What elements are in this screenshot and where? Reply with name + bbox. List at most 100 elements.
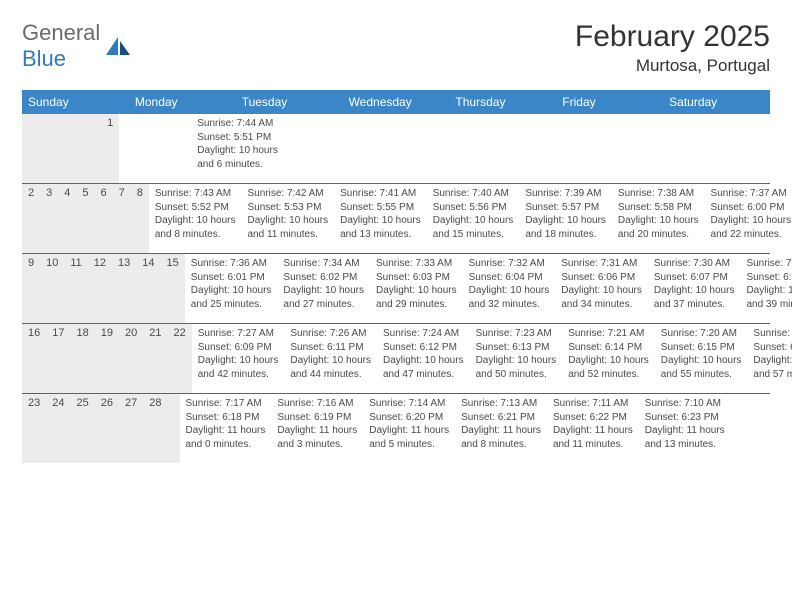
day-cell: Sunrise: 7:34 AMSunset: 6:02 PMDaylight:…	[277, 254, 370, 323]
weekday-sat: Saturday	[663, 90, 770, 114]
sunrise-text: Sunrise: 7:38 AM	[618, 187, 699, 201]
day-cell: Sunrise: 7:37 AMSunset: 6:00 PMDaylight:…	[705, 184, 792, 253]
sunset-text: Sunset: 5:51 PM	[197, 131, 278, 145]
daylight-line2: and 20 minutes.	[618, 228, 699, 242]
sunset-text: Sunset: 6:14 PM	[568, 341, 649, 355]
sunset-text: Sunset: 6:07 PM	[654, 271, 735, 285]
day-number: 19	[95, 324, 119, 393]
sunrise-text: Sunrise: 7:14 AM	[369, 397, 449, 411]
day-number: 7	[113, 184, 131, 253]
sunset-text: Sunset: 6:23 PM	[645, 411, 725, 425]
daynum-row: 1	[22, 114, 119, 183]
day-number: 14	[136, 254, 160, 323]
weekday-thu: Thursday	[449, 90, 556, 114]
daylight-line2: and 44 minutes.	[290, 368, 371, 382]
day-number: 5	[76, 184, 94, 253]
sunset-text: Sunset: 6:03 PM	[376, 271, 457, 285]
week-row: 1 Sunrise: 7:44 AMSunset: 5:51 PMDaylight…	[22, 114, 770, 183]
day-number: 11	[64, 254, 87, 323]
day-cell: Sunrise: 7:36 AMSunset: 6:01 PMDaylight:…	[185, 254, 278, 323]
sunset-text: Sunset: 6:06 PM	[561, 271, 642, 285]
sunrise-text: Sunrise: 7:23 AM	[476, 327, 557, 341]
daylight-line2: and 34 minutes.	[561, 298, 642, 312]
day-cell: Sunrise: 7:27 AMSunset: 6:09 PMDaylight:…	[192, 324, 285, 393]
sunset-text: Sunset: 6:11 PM	[290, 341, 371, 355]
day-cell: Sunrise: 7:28 AMSunset: 6:08 PMDaylight:…	[740, 254, 792, 323]
brand-logo: General Blue	[22, 20, 134, 72]
weekday-tue: Tuesday	[236, 90, 343, 114]
day-cell: Sunrise: 7:32 AMSunset: 6:04 PMDaylight:…	[463, 254, 556, 323]
daylight-line2: and 27 minutes.	[283, 298, 364, 312]
sunset-text: Sunset: 6:13 PM	[476, 341, 557, 355]
weekday-sun: Sunday	[22, 90, 129, 114]
calendar-page: General Blue February 2025 Murtosa, Port…	[0, 0, 792, 483]
day-cell: Sunrise: 7:42 AMSunset: 5:53 PMDaylight:…	[241, 184, 334, 253]
daynum-row: 232425262728	[22, 394, 180, 463]
brand-line1: General	[22, 20, 100, 45]
sunrise-text: Sunrise: 7:36 AM	[191, 257, 272, 271]
sunset-text: Sunset: 6:08 PM	[746, 271, 792, 285]
daylight-line1: Daylight: 10 hours	[525, 214, 606, 228]
sunrise-text: Sunrise: 7:28 AM	[746, 257, 792, 271]
daylight-line1: Daylight: 11 hours	[277, 424, 357, 438]
daylight-line2: and 3 minutes.	[277, 438, 357, 452]
daylight-line2: and 13 minutes.	[340, 228, 421, 242]
sunrise-text: Sunrise: 7:31 AM	[561, 257, 642, 271]
sunset-text: Sunset: 6:21 PM	[461, 411, 541, 425]
sunrise-text: Sunrise: 7:34 AM	[283, 257, 364, 271]
day-number: 18	[71, 324, 95, 393]
sunset-text: Sunset: 6:15 PM	[661, 341, 742, 355]
daylight-line1: Daylight: 10 hours	[469, 284, 550, 298]
day-cell: Sunrise: 7:14 AMSunset: 6:20 PMDaylight:…	[363, 394, 455, 463]
daylight-line2: and 37 minutes.	[654, 298, 735, 312]
sunrise-text: Sunrise: 7:27 AM	[198, 327, 279, 341]
week-row: 2345678Sunrise: 7:43 AMSunset: 5:52 PMDa…	[22, 183, 770, 253]
content-row: Sunrise: 7:43 AMSunset: 5:52 PMDaylight:…	[149, 184, 792, 253]
day-number: 16	[22, 324, 46, 393]
day-number: 23	[22, 394, 46, 463]
day-cell: Sunrise: 7:24 AMSunset: 6:12 PMDaylight:…	[377, 324, 470, 393]
daylight-line2: and 15 minutes.	[433, 228, 514, 242]
day-number: 27	[119, 394, 143, 463]
sunrise-text: Sunrise: 7:24 AM	[383, 327, 464, 341]
daylight-line1: Daylight: 11 hours	[461, 424, 541, 438]
daylight-line2: and 42 minutes.	[198, 368, 279, 382]
day-cell: Sunrise: 7:39 AMSunset: 5:57 PMDaylight:…	[519, 184, 612, 253]
daylight-line2: and 25 minutes.	[191, 298, 272, 312]
daylight-line1: Daylight: 10 hours	[376, 284, 457, 298]
day-number: 21	[143, 324, 167, 393]
title-block: February 2025 Murtosa, Portugal	[575, 20, 770, 76]
sunrise-text: Sunrise: 7:10 AM	[645, 397, 725, 411]
sunset-text: Sunset: 6:18 PM	[186, 411, 266, 425]
daylight-line1: Daylight: 11 hours	[369, 424, 449, 438]
day-number	[75, 114, 88, 183]
sunset-text: Sunset: 6:01 PM	[191, 271, 272, 285]
month-title: February 2025	[575, 20, 770, 54]
daylight-line1: Daylight: 11 hours	[553, 424, 633, 438]
daylight-line2: and 32 minutes.	[469, 298, 550, 312]
sunrise-text: Sunrise: 7:16 AM	[277, 397, 357, 411]
sunrise-text: Sunrise: 7:40 AM	[433, 187, 514, 201]
day-number: 6	[95, 184, 113, 253]
day-cell: Sunrise: 7:16 AMSunset: 6:19 PMDaylight:…	[271, 394, 363, 463]
day-cell	[143, 114, 155, 183]
content-row: Sunrise: 7:17 AMSunset: 6:18 PMDaylight:…	[180, 394, 743, 463]
daylight-line1: Daylight: 10 hours	[711, 214, 792, 228]
daynum-row: 16171819202122	[22, 324, 192, 393]
day-number: 15	[161, 254, 185, 323]
daylight-line2: and 8 minutes.	[155, 228, 236, 242]
day-number: 8	[131, 184, 149, 253]
sunset-text: Sunset: 5:55 PM	[340, 201, 421, 215]
daylight-line1: Daylight: 10 hours	[247, 214, 328, 228]
daylight-line1: Daylight: 10 hours	[283, 284, 364, 298]
sunrise-text: Sunrise: 7:30 AM	[654, 257, 735, 271]
sunset-text: Sunset: 5:58 PM	[618, 201, 699, 215]
sunrise-text: Sunrise: 7:20 AM	[661, 327, 742, 341]
day-cell: Sunrise: 7:44 AMSunset: 5:51 PMDaylight:…	[191, 114, 284, 183]
weekday-mon: Monday	[129, 90, 236, 114]
daylight-line1: Daylight: 11 hours	[645, 424, 725, 438]
daylight-line1: Daylight: 10 hours	[476, 354, 557, 368]
day-cell: Sunrise: 7:43 AMSunset: 5:52 PMDaylight:…	[149, 184, 242, 253]
daylight-line1: Daylight: 10 hours	[746, 284, 792, 298]
brand-text: General Blue	[22, 20, 100, 72]
